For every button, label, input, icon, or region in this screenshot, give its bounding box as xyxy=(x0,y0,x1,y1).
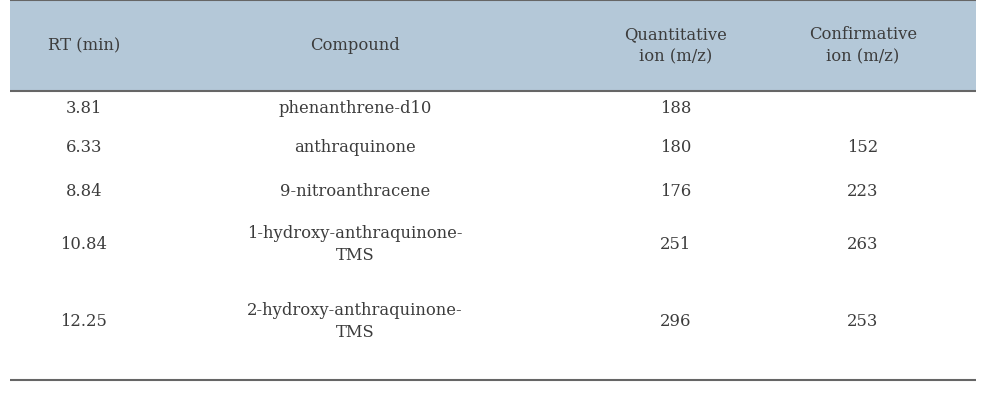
Text: 296: 296 xyxy=(660,313,691,330)
Text: 152: 152 xyxy=(847,139,879,156)
Text: 10.84: 10.84 xyxy=(60,236,107,253)
Text: 188: 188 xyxy=(660,100,691,117)
Bar xyxy=(10,0,976,91)
Text: 2-hydroxy-anthraquinone-
TMS: 2-hydroxy-anthraquinone- TMS xyxy=(247,302,462,341)
Text: phenanthrene-d10: phenanthrene-d10 xyxy=(278,100,432,117)
Text: 8.84: 8.84 xyxy=(65,183,103,200)
Text: 176: 176 xyxy=(660,183,691,200)
Text: Quantitative
ion (m/z): Quantitative ion (m/z) xyxy=(624,26,727,65)
Text: 6.33: 6.33 xyxy=(66,139,102,156)
Text: 3.81: 3.81 xyxy=(66,100,102,117)
Text: 253: 253 xyxy=(847,313,879,330)
Text: 1-hydroxy-anthraquinone-
TMS: 1-hydroxy-anthraquinone- TMS xyxy=(247,225,462,264)
Text: 12.25: 12.25 xyxy=(60,313,107,330)
Text: 180: 180 xyxy=(660,139,691,156)
Text: 9-nitroanthracene: 9-nitroanthracene xyxy=(280,183,430,200)
Text: anthraquinone: anthraquinone xyxy=(294,139,416,156)
Text: 223: 223 xyxy=(847,183,879,200)
Text: Confirmative
ion (m/z): Confirmative ion (m/z) xyxy=(809,26,917,65)
Text: 251: 251 xyxy=(660,236,691,253)
Text: 263: 263 xyxy=(847,236,879,253)
Text: Compound: Compound xyxy=(310,37,400,54)
Text: RT (min): RT (min) xyxy=(47,37,120,54)
